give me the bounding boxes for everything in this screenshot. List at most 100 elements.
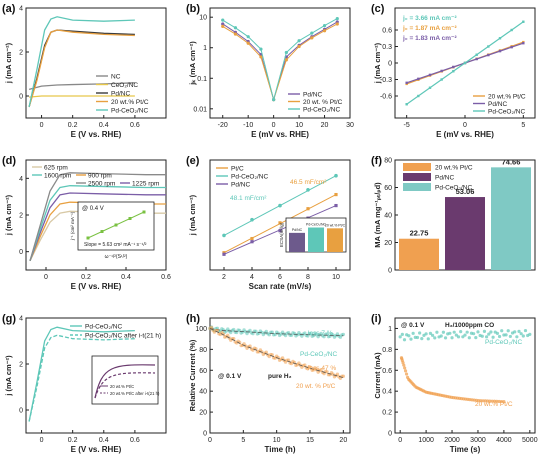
y-tick-label: 4 xyxy=(19,6,23,13)
x-tick-label: 8 xyxy=(306,274,310,281)
data-point xyxy=(459,329,463,334)
x-axis-label: E (V vs. RHE) xyxy=(71,445,122,454)
data-point xyxy=(221,24,225,28)
x-tick-label: 1000 xyxy=(418,437,434,444)
legend-entry: CeO₂/NC xyxy=(111,82,138,89)
legend-entry: Pt/C xyxy=(231,166,244,173)
x-tick-label: 2 xyxy=(222,274,226,281)
x-axis-label: E (mV vs. RHE) xyxy=(251,130,309,139)
data-point xyxy=(335,22,339,26)
legend-entry: 20 wt.% Pt/C xyxy=(111,99,149,106)
data-point xyxy=(420,337,424,341)
x-tick-label: 0.2 xyxy=(68,122,78,129)
data-point xyxy=(523,328,528,333)
inset-point xyxy=(142,210,146,214)
y-tick-label: 0 xyxy=(203,431,207,438)
y-axis-label: Relative Current (%) xyxy=(188,339,197,411)
inset-point xyxy=(128,217,132,220)
y-tick-label: 1 xyxy=(203,45,207,52)
y-axis-label: j (mA cm⁻²) xyxy=(188,194,197,236)
data-point xyxy=(402,363,406,367)
y-tick-label: 0 xyxy=(19,249,23,256)
inset-title: @ 0.4 V xyxy=(82,206,104,212)
data-point xyxy=(309,332,313,336)
data-point xyxy=(284,58,288,62)
x-tick-label: 10 xyxy=(295,122,303,129)
data-point xyxy=(341,332,346,337)
data-point xyxy=(485,335,489,339)
data-point xyxy=(504,333,508,337)
legend-entry: 1600 rpm xyxy=(44,173,71,180)
x-tick-label: 0.6 xyxy=(130,122,140,129)
inset-frame xyxy=(77,201,155,251)
panel-g: (g) 0 0.2 0.4 0.6 0 2 4 E (V vs. RHE) j (mA cm⁻²)… xyxy=(2,313,167,454)
data-point xyxy=(491,335,495,339)
x-tick-label: -10 xyxy=(243,122,253,129)
inset-bar xyxy=(289,232,305,252)
y-tick-label: -0.3 xyxy=(380,77,392,84)
data-point xyxy=(428,86,432,89)
legend-entry: 1225 rpm xyxy=(132,181,159,188)
data-point xyxy=(322,24,327,28)
data-point xyxy=(487,53,490,57)
x-tick-label: 0.6 xyxy=(161,274,171,281)
data-point xyxy=(488,399,492,403)
data-point xyxy=(495,331,500,336)
y-tick-label: 80 xyxy=(384,158,392,165)
x-tick-label: 0 xyxy=(40,437,44,444)
x-axis-label: E (mV vs. RHE) xyxy=(436,130,494,139)
legend-swatch xyxy=(403,183,431,191)
data-point xyxy=(476,330,480,334)
inset-point xyxy=(114,223,118,227)
inset-ylabel: ECSA(m²/g) xyxy=(279,222,284,247)
y-axis-label: Current (mA) xyxy=(373,352,382,399)
panel-d: (d) 0 0.2 0.4 0.6 0 2 4 E (V vs. RHE) j (mA cm⁻²)… xyxy=(2,155,171,291)
panel-h: (h) 0 5 10 15 20 0 20 40 60 80 100 Time (h) Relative … xyxy=(186,313,351,454)
data-point xyxy=(522,20,525,23)
series-line xyxy=(222,18,338,102)
x-tick-label: 0.2 xyxy=(81,274,91,281)
inset-ylabel: j⁻¹ (cm² mA⁻¹) xyxy=(70,211,75,241)
panel-label: (a) xyxy=(2,3,16,15)
panel-label: (g) xyxy=(2,313,16,325)
series-line xyxy=(209,328,344,378)
data-point xyxy=(498,49,502,53)
legend-entry: 20 wt.% Pt/C xyxy=(488,94,526,101)
y-tick-label: 40 xyxy=(199,389,207,396)
data-point xyxy=(521,334,525,338)
x-tick-label: 0 xyxy=(398,437,402,444)
legend-entry: Pd/NC xyxy=(231,182,250,189)
data-point xyxy=(487,45,490,48)
series-line xyxy=(28,326,135,422)
x-tick-label: 0.4 xyxy=(121,274,131,281)
inset-bar xyxy=(308,227,324,252)
panel-label: (d) xyxy=(2,155,16,167)
annotation: @ 0.1 V xyxy=(218,373,242,380)
y-tick-label: 0.3 xyxy=(382,44,392,51)
data-point xyxy=(480,334,484,338)
legend-entry: Pd-CeO₂/NC xyxy=(303,107,341,114)
inset-bar-label: 20 wt.% Pt/C xyxy=(325,223,346,227)
data-point xyxy=(334,203,338,208)
panel-c: (c) -5 0 5 -0.6 -0.3 0 0.3 0.6 E (mV vs. RHE) j (m… xyxy=(371,3,536,139)
y-axis-label: jₖ (mA cm⁻²) xyxy=(188,41,197,86)
x-tick-label: 20 xyxy=(339,437,347,444)
x-tick-label: 20 xyxy=(321,122,329,129)
data-point xyxy=(452,65,455,69)
annotation: pure H₂ xyxy=(268,373,292,380)
annotation: j₀ = 1.87 mA cm⁻² xyxy=(402,25,457,32)
inset-bar xyxy=(327,228,343,252)
data-point xyxy=(306,188,310,192)
data-point xyxy=(409,337,413,341)
y-tick-label: 1 xyxy=(388,326,392,333)
series-label: 20 wt. % Pt/C xyxy=(296,383,336,390)
data-point xyxy=(278,221,282,225)
inset-legend-entry: 20 wt.% Pt/C after i-t(21 h) xyxy=(110,391,160,396)
data-point xyxy=(510,28,513,32)
panel-label: (b) xyxy=(186,3,200,15)
data-point xyxy=(310,31,314,35)
annotation: H₂/1000ppm CO xyxy=(445,322,494,329)
data-point xyxy=(513,330,517,334)
annotation: loss 7 % xyxy=(308,330,333,337)
data-point xyxy=(440,69,443,73)
